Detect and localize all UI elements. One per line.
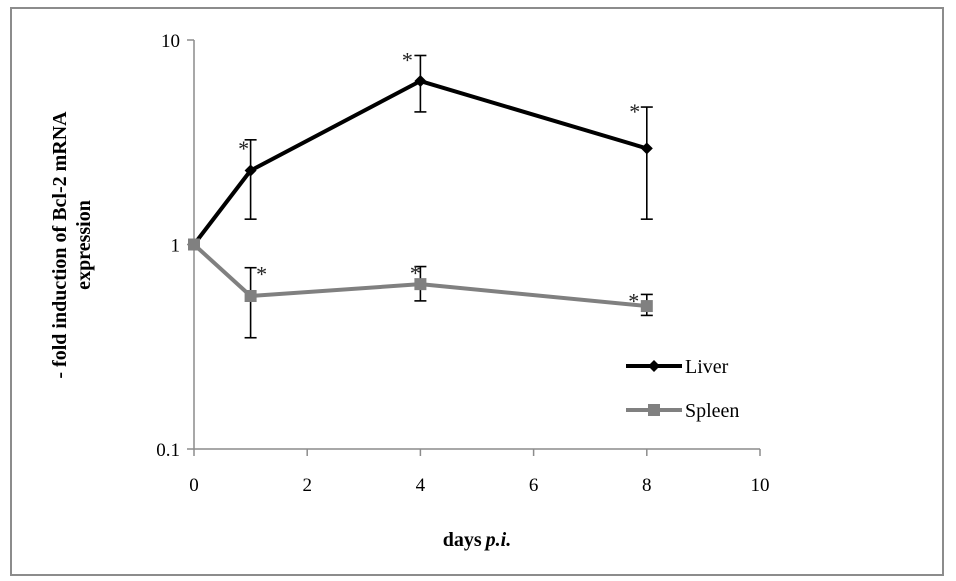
axes [187, 39, 761, 456]
tick-labels: 0 2 4 6 8 10 0.1 1 10 [156, 31, 769, 496]
x-tick-label: 8 [642, 475, 652, 496]
x-tick-label: 4 [416, 475, 426, 496]
x-tick-label: 6 [529, 475, 539, 496]
y-axis-title-line2: expression [73, 200, 95, 290]
data-point-square [188, 238, 200, 251]
series-line [192, 79, 648, 246]
data-point-diamond [640, 142, 653, 155]
data-point-square [640, 300, 653, 313]
significance-marker: * [629, 99, 640, 124]
series-spleen: * * * [188, 238, 653, 339]
x-tick-label: 10 [751, 475, 770, 496]
y-tick-label: 10 [161, 31, 180, 52]
data-point-diamond [414, 75, 427, 88]
plot-area: * * * * * * [188, 47, 653, 339]
x-axis-title-main: days [443, 529, 482, 551]
significance-marker: * [402, 47, 413, 72]
x-axis-title: days p.i. [443, 529, 511, 551]
legend-label: Liver [685, 356, 729, 378]
y-tick-label: 1 [171, 236, 181, 257]
legend-marker-square [648, 404, 660, 416]
series-line [192, 243, 647, 309]
legend-label: Spleen [685, 400, 739, 422]
data-point-square [244, 289, 257, 302]
x-axis-title-italic: p.i. [484, 529, 512, 551]
legend-marker-diamond [648, 360, 660, 372]
x-tick-label: 0 [189, 475, 199, 496]
data-point-diamond [244, 164, 257, 177]
legend-item-liver: Liver [626, 356, 729, 378]
series-liver: * * * [188, 47, 653, 251]
legend-item-spleen: Spleen [626, 400, 739, 422]
legend: Liver Spleen [626, 356, 739, 422]
y-axis-title-line1: - fold induction of Bcl-2 mRNA [49, 111, 71, 379]
significance-marker: * [628, 288, 639, 313]
y-tick-label: 0.1 [156, 440, 180, 461]
data-point-square [414, 278, 427, 291]
x-tick-label: 2 [302, 475, 312, 496]
significance-marker: * [410, 261, 421, 286]
significance-marker: * [238, 136, 249, 161]
significance-marker: * [256, 262, 267, 287]
